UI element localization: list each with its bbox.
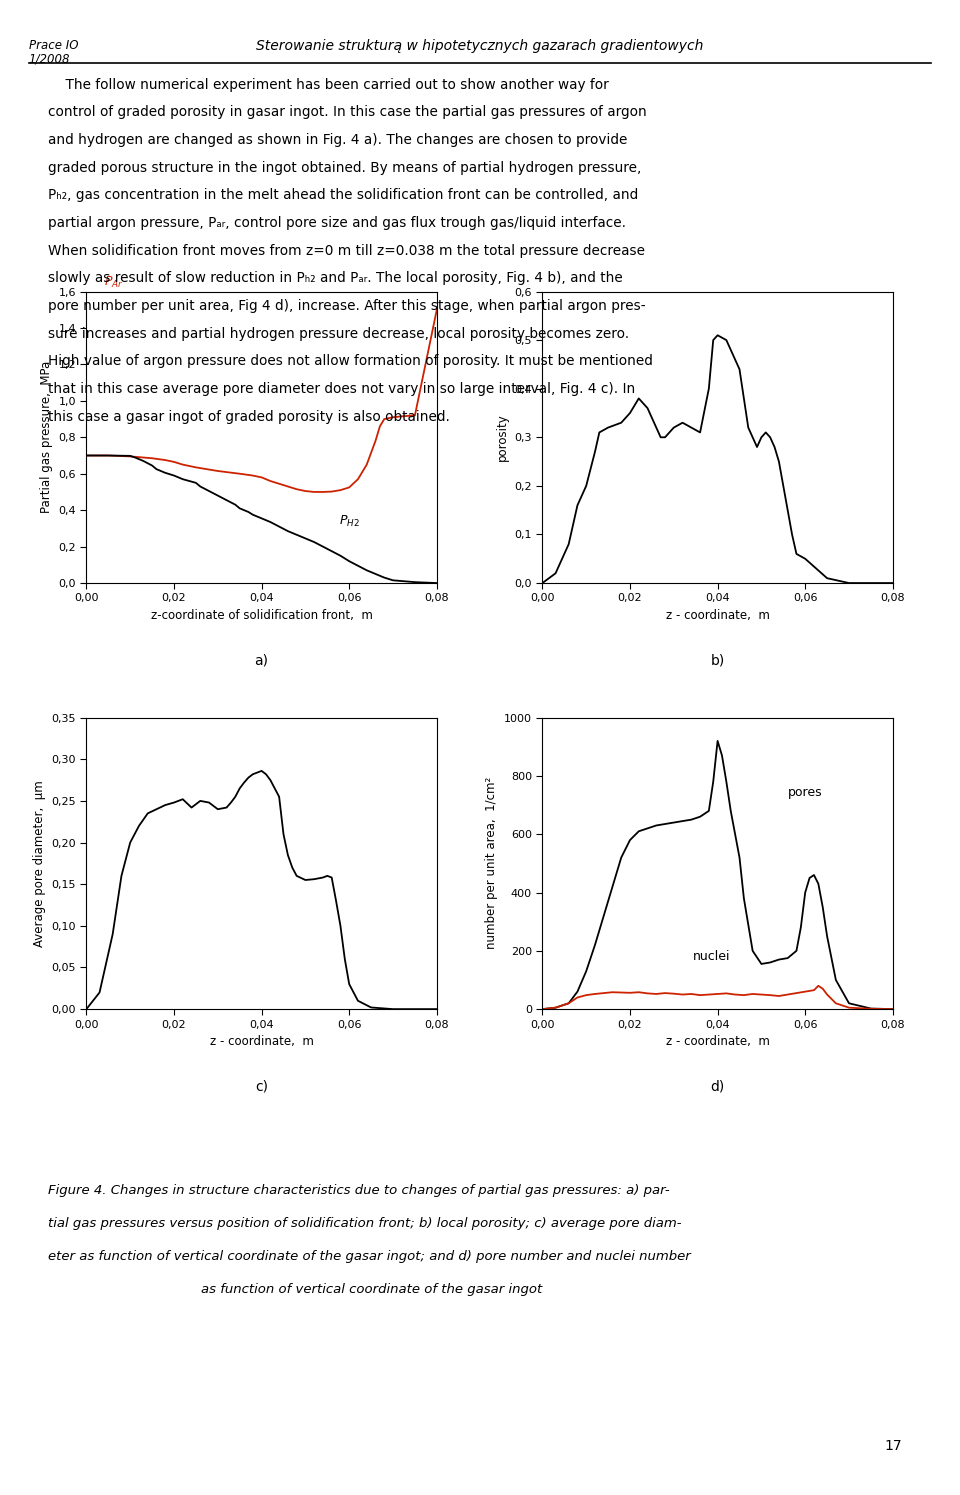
X-axis label: z - coordinate,  m: z - coordinate, m [209,1035,314,1048]
Text: When solidification front moves from z=0 m till z=0.038 m the total pressure dec: When solidification front moves from z=0… [48,244,645,257]
Y-axis label: Average pore diameter,  μm: Average pore diameter, μm [33,780,46,946]
Text: nuclei: nuclei [693,949,731,963]
Text: Prace IO: Prace IO [29,39,79,52]
Text: as function of vertical coordinate of the gasar ingot: as function of vertical coordinate of th… [48,1283,542,1296]
Text: d): d) [710,1079,725,1094]
Text: this case a gasar ingot of graded porosity is also obtained.: this case a gasar ingot of graded porosi… [48,410,450,423]
Text: control of graded porosity in gasar ingot. In this case the partial gas pressure: control of graded porosity in gasar ingo… [48,106,647,120]
X-axis label: z - coordinate,  m: z - coordinate, m [665,1035,770,1048]
Text: pores: pores [787,786,823,800]
Text: sure increases and partial hydrogen pressure decrease, local porosity becomes ze: sure increases and partial hydrogen pres… [48,327,629,341]
Y-axis label: number per unit area,  1/cm²: number per unit area, 1/cm² [486,777,498,949]
Text: 17: 17 [884,1440,901,1453]
Text: b): b) [710,653,725,668]
Text: 1/2008: 1/2008 [29,52,70,66]
Text: pore number per unit area, Fig 4 d), increase. After this stage, when partial ar: pore number per unit area, Fig 4 d), inc… [48,299,646,312]
Text: slowly as result of slow reduction in Pₕ₂ and Pₐᵣ. The local porosity, Fig. 4 b): slowly as result of slow reduction in Pₕ… [48,272,623,286]
Text: High value of argon pressure does not allow formation of porosity. It must be me: High value of argon pressure does not al… [48,354,653,368]
Text: $P_{Ar}$: $P_{Ar}$ [104,275,124,290]
Text: Pₕ₂, gas concentration in the melt ahead the solidification front can be control: Pₕ₂, gas concentration in the melt ahead… [48,188,638,202]
X-axis label: z-coordinate of solidification front,  m: z-coordinate of solidification front, m [151,608,372,622]
Text: a): a) [254,653,269,668]
Y-axis label: Partial gas pressure,  MPa: Partial gas pressure, MPa [39,362,53,513]
Text: that in this case average pore diameter does not vary in so large interval, Fig.: that in this case average pore diameter … [48,383,636,396]
Y-axis label: porosity: porosity [495,414,509,460]
Text: Figure 4. Changes in structure characteristics due to changes of partial gas pre: Figure 4. Changes in structure character… [48,1184,670,1197]
Text: partial argon pressure, Pₐᵣ, control pore size and gas flux trough gas/liquid in: partial argon pressure, Pₐᵣ, control por… [48,217,626,230]
X-axis label: z - coordinate,  m: z - coordinate, m [665,608,770,622]
Text: The follow numerical experiment has been carried out to show another way for: The follow numerical experiment has been… [48,78,609,91]
Text: and hydrogen are changed as shown in Fig. 4 a). The changes are chosen to provid: and hydrogen are changed as shown in Fig… [48,133,628,147]
Text: graded porous structure in the ingot obtained. By means of partial hydrogen pres: graded porous structure in the ingot obt… [48,161,641,175]
Text: c): c) [255,1079,268,1094]
Text: eter as function of vertical coordinate of the gasar ingot; and d) pore number a: eter as function of vertical coordinate … [48,1250,691,1263]
Text: tial gas pressures versus position of solidification front; b) local porosity; c: tial gas pressures versus position of so… [48,1217,682,1230]
Text: Sterowanie strukturą w hipotetycznych gazarach gradientowych: Sterowanie strukturą w hipotetycznych ga… [256,39,704,52]
Text: $P_{H2}$: $P_{H2}$ [339,514,359,529]
